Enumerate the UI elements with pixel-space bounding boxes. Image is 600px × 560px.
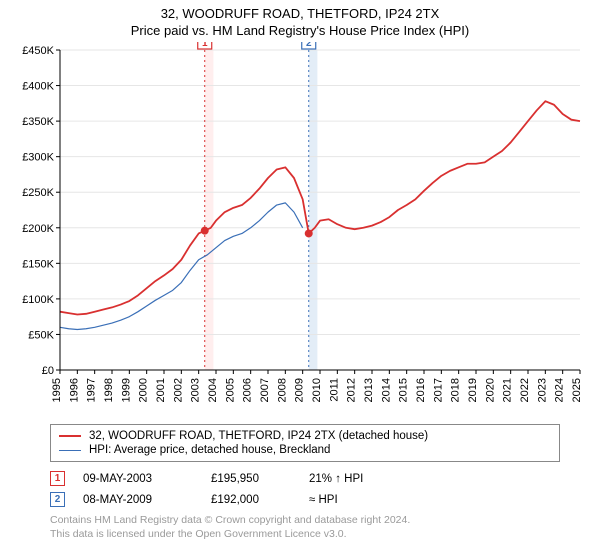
- svg-text:2019: 2019: [467, 378, 479, 402]
- chart-svg: £0 £50K £100K £150K £200K £250K £300K £350K £400…: [10, 42, 590, 422]
- svg-text:2001: 2001: [155, 378, 167, 402]
- price-chart: £0 £50K £100K £150K £200K £250K £300K £350K £400…: [10, 42, 590, 422]
- chart-title: 32, WOODRUFF ROAD, THETFORD, IP24 2TX: [10, 6, 590, 21]
- attribution-footer: Contains HM Land Registry data © Crown c…: [50, 514, 560, 541]
- legend: 32, WOODRUFF ROAD, THETFORD, IP24 2TX (d…: [50, 424, 560, 462]
- svg-text:2006: 2006: [242, 378, 254, 402]
- svg-text:2022: 2022: [519, 378, 531, 402]
- transaction-price: £195,950: [211, 473, 291, 485]
- transaction-hpi: ≈ HPI: [309, 494, 338, 506]
- transaction-marker: 2: [50, 492, 65, 507]
- svg-text:2008: 2008: [276, 378, 288, 402]
- svg-text:2005: 2005: [224, 378, 236, 402]
- transaction-marker: 1: [50, 471, 65, 486]
- svg-text:2013: 2013: [363, 378, 375, 402]
- footer-line: This data is licensed under the Open Gov…: [50, 528, 560, 542]
- legend-item: 32, WOODRUFF ROAD, THETFORD, IP24 2TX (d…: [59, 429, 551, 443]
- legend-label: HPI: Average price, detached house, Brec…: [89, 444, 330, 456]
- svg-text:1997: 1997: [86, 378, 98, 402]
- svg-text:£450K: £450K: [22, 45, 54, 57]
- svg-text:£150K: £150K: [22, 258, 54, 270]
- svg-text:£350K: £350K: [22, 116, 54, 128]
- svg-text:2011: 2011: [328, 378, 340, 402]
- svg-text:2021: 2021: [502, 378, 514, 402]
- transactions-table: 1 09-MAY-2003 £195,950 21% ↑ HPI 2 08-MAY-200…: [50, 468, 560, 510]
- svg-text:2: 2: [306, 42, 312, 49]
- svg-text:2000: 2000: [138, 378, 150, 402]
- legend-item: HPI: Average price, detached house, Brec…: [59, 443, 551, 457]
- svg-text:£0: £0: [42, 365, 54, 377]
- transaction-row: 1 09-MAY-2003 £195,950 21% ↑ HPI: [50, 468, 560, 489]
- svg-text:2024: 2024: [554, 378, 566, 402]
- svg-text:2007: 2007: [259, 378, 271, 402]
- svg-text:1: 1: [202, 42, 208, 49]
- transaction-price: £192,000: [211, 494, 291, 506]
- chart-subtitle: Price paid vs. HM Land Registry's House …: [10, 23, 590, 38]
- svg-text:2016: 2016: [415, 378, 427, 402]
- svg-text:2017: 2017: [432, 378, 444, 402]
- svg-text:£300K: £300K: [22, 152, 54, 164]
- svg-text:2015: 2015: [398, 378, 410, 402]
- svg-text:£250K: £250K: [22, 187, 54, 199]
- svg-text:£200K: £200K: [22, 223, 54, 235]
- svg-text:£50K: £50K: [28, 329, 54, 341]
- svg-text:2023: 2023: [536, 378, 548, 402]
- svg-text:2014: 2014: [380, 378, 392, 402]
- svg-text:1999: 1999: [120, 378, 132, 402]
- svg-text:2009: 2009: [294, 378, 306, 402]
- svg-text:£100K: £100K: [22, 294, 54, 306]
- svg-text:2018: 2018: [450, 378, 462, 402]
- transaction-date: 08-MAY-2009: [83, 494, 193, 506]
- svg-text:2012: 2012: [346, 378, 358, 402]
- svg-text:2003: 2003: [190, 378, 202, 402]
- svg-text:1998: 1998: [103, 378, 115, 402]
- legend-swatch: [59, 450, 81, 451]
- svg-text:2025: 2025: [571, 378, 583, 402]
- svg-text:£400K: £400K: [22, 81, 54, 93]
- svg-text:2010: 2010: [311, 378, 323, 402]
- svg-text:2020: 2020: [484, 378, 496, 402]
- svg-text:2004: 2004: [207, 378, 219, 402]
- transaction-date: 09-MAY-2003: [83, 473, 193, 485]
- svg-text:1995: 1995: [51, 378, 63, 402]
- svg-text:1996: 1996: [68, 378, 80, 402]
- transaction-row: 2 08-MAY-2009 £192,000 ≈ HPI: [50, 489, 560, 510]
- legend-swatch: [59, 435, 81, 437]
- transaction-hpi: 21% ↑ HPI: [309, 473, 363, 485]
- svg-text:2002: 2002: [172, 378, 184, 402]
- legend-label: 32, WOODRUFF ROAD, THETFORD, IP24 2TX (d…: [89, 430, 428, 442]
- footer-line: Contains HM Land Registry data © Crown c…: [50, 514, 560, 528]
